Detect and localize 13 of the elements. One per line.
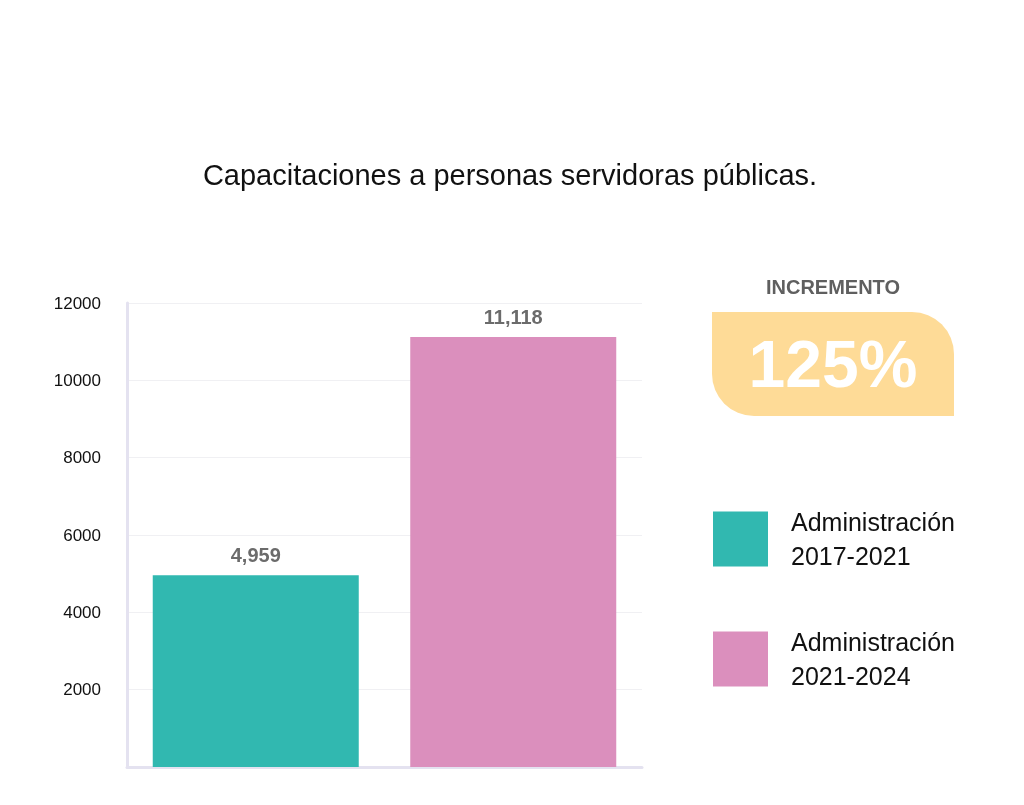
- legend-label: Administración 2021-2024: [791, 628, 955, 690]
- y-tick-label: 10000: [53, 370, 101, 390]
- y-tick-label: 12000: [53, 293, 101, 313]
- y-tick-label: 4000: [63, 602, 101, 622]
- y-tick-label: 8000: [63, 448, 101, 468]
- data-label: 11,118: [483, 306, 543, 329]
- text: INCREMENTO: [764, 276, 902, 299]
- chart-title: Capacitaciones a personas servidoras públicas.: [202, 158, 818, 191]
- legend-label: Administración 2017-2021: [791, 508, 955, 570]
- y-tick-label: 6000: [63, 525, 101, 545]
- label-badge: 125%: [712, 312, 954, 416]
- data-label: 4,959: [230, 544, 281, 567]
- y-tick-label: 2000: [63, 680, 101, 700]
